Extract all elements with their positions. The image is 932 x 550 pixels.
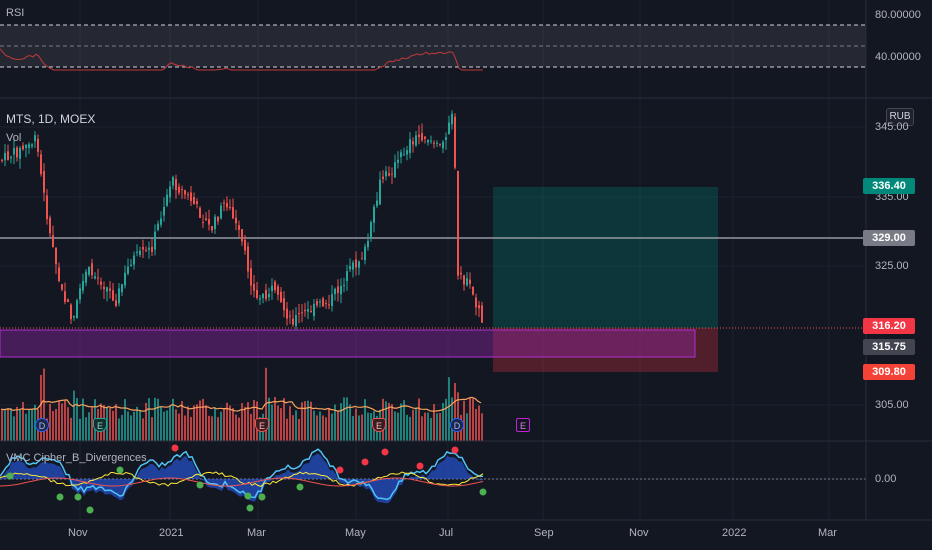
future-earnings-icon[interactable]: E bbox=[516, 418, 530, 432]
signal-dot bbox=[296, 483, 304, 491]
currency-button[interactable]: RUB bbox=[886, 108, 914, 126]
time-tick: 2022 bbox=[722, 527, 747, 539]
support-zone[interactable] bbox=[0, 329, 696, 358]
earnings-icon[interactable]: E bbox=[255, 418, 269, 432]
signal-dot bbox=[171, 444, 179, 452]
symbol-title[interactable]: MTS, 1D, MOEX bbox=[6, 112, 96, 126]
osc-red-line bbox=[0, 477, 484, 487]
signal-dot bbox=[74, 493, 82, 501]
rsi-level-40: 40.00000 bbox=[875, 51, 921, 63]
price-tick: 305.00 bbox=[875, 399, 909, 411]
last-price-tag: 316.20 bbox=[863, 318, 915, 334]
time-tick: Mar bbox=[247, 527, 266, 539]
signal-dot bbox=[56, 493, 64, 501]
time-tick: Sep bbox=[534, 527, 554, 539]
time-tick: Nov bbox=[629, 527, 649, 539]
signal-dot bbox=[381, 448, 389, 456]
signal-dot bbox=[336, 466, 344, 474]
signal-dot bbox=[416, 462, 424, 470]
signal-dot bbox=[246, 504, 254, 512]
time-tick: Mar bbox=[818, 527, 837, 539]
dividend-icon[interactable]: D bbox=[35, 418, 49, 432]
osc-wave-area bbox=[0, 453, 483, 504]
signal-dot bbox=[116, 466, 124, 474]
stop-price-tag: 309.80 bbox=[863, 364, 915, 380]
signal-dot bbox=[6, 472, 14, 480]
signal-dot bbox=[361, 458, 369, 466]
signal-dot bbox=[258, 493, 266, 501]
oscillator-label[interactable]: VMC Cipher_B_Divergences bbox=[6, 452, 147, 464]
target-price-tag: 336.40 bbox=[863, 178, 915, 194]
support-price-tag: 315.75 bbox=[863, 339, 915, 355]
dividend-icon[interactable]: D bbox=[450, 418, 464, 432]
price-tick: 345.00 bbox=[875, 121, 909, 133]
signal-dot bbox=[86, 506, 94, 514]
time-tick: May bbox=[345, 527, 366, 539]
signal-dot bbox=[244, 492, 252, 500]
volume-ma-line bbox=[0, 396, 482, 413]
stop-zone[interactable] bbox=[493, 328, 718, 372]
rsi-line bbox=[0, 48, 483, 71]
split-icon[interactable]: E bbox=[93, 418, 107, 432]
osc-wave-line bbox=[0, 448, 484, 501]
osc-zero-tick: 0.00 bbox=[875, 473, 897, 485]
rsi-label[interactable]: RSI bbox=[6, 7, 25, 19]
volume-label[interactable]: Vol bbox=[6, 132, 22, 144]
signal-dot bbox=[479, 488, 487, 496]
earnings-icon[interactable]: E bbox=[372, 418, 386, 432]
price-tick: 335.00 bbox=[875, 191, 909, 203]
osc-money-flow bbox=[0, 471, 484, 487]
target-zone[interactable] bbox=[493, 187, 718, 328]
time-tick: Jul bbox=[439, 527, 454, 539]
signal-dot bbox=[451, 446, 459, 454]
signal-dot bbox=[196, 481, 204, 489]
level-price-tag: 329.00 bbox=[863, 230, 915, 246]
time-tick: 2021 bbox=[159, 527, 184, 539]
rsi-level-80: 80.00000 bbox=[875, 9, 921, 21]
time-tick: Nov bbox=[68, 527, 88, 539]
price-tick: 325.00 bbox=[875, 260, 909, 272]
